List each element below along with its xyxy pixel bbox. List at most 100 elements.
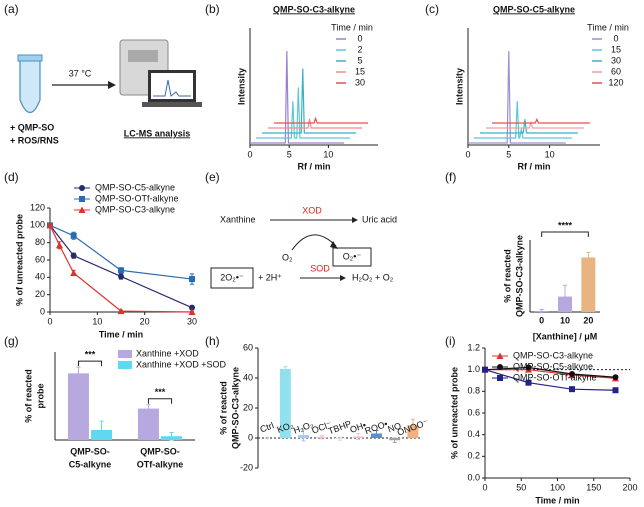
marker xyxy=(55,241,63,249)
legend-label: 15 xyxy=(611,44,621,54)
x-axis-label: Time / min xyxy=(535,495,579,505)
enzyme: XOD xyxy=(302,205,322,215)
enzyme: SOD xyxy=(310,263,330,273)
marker xyxy=(118,267,124,274)
marker xyxy=(79,196,85,202)
superoxide: O₂•⁻ xyxy=(343,251,362,261)
series-line xyxy=(484,369,616,391)
instrument-icon xyxy=(119,39,202,107)
y-axis-label: % of reacted xyxy=(502,249,512,303)
marker xyxy=(569,386,575,393)
x-tick-label: 10 xyxy=(323,149,333,159)
bar xyxy=(137,408,159,440)
product: H₂O₂ + O₂ xyxy=(352,272,394,282)
x-axis-label: Time / min xyxy=(99,329,143,339)
y-axis-label: % of unreacted probe xyxy=(449,367,459,459)
x-tick-label: QMP-SO- xyxy=(140,446,180,456)
y-tick-label: 40 xyxy=(35,272,45,282)
legend-label: QMP-SO-C5-alkyne xyxy=(95,182,175,192)
legend-label: 15 xyxy=(355,66,365,76)
y-axis-label: % of reacted xyxy=(23,369,33,423)
marker xyxy=(70,252,77,259)
bar xyxy=(279,369,291,438)
marker xyxy=(497,364,503,370)
panel-label: (c) xyxy=(425,2,439,16)
legend-title: Time / min xyxy=(587,22,629,32)
error-bar xyxy=(319,435,324,440)
marker xyxy=(79,185,85,191)
panel-label: (a) xyxy=(4,2,19,16)
y-tick-label: 20 xyxy=(243,402,253,412)
error-bar xyxy=(563,284,567,309)
y-tick-label: 0 xyxy=(40,306,45,316)
legend-swatch xyxy=(118,361,132,369)
x-tick-label: 10 xyxy=(92,316,102,326)
box xyxy=(332,247,372,267)
significance-bracket xyxy=(147,398,173,404)
x-tick-label: 5 xyxy=(287,149,292,159)
x-tick-label: 5 xyxy=(506,149,511,159)
significance-label: **** xyxy=(558,220,573,230)
y-tick-label: 60 xyxy=(35,254,45,264)
panel-label: (h) xyxy=(205,334,220,348)
y-axis-label: probe xyxy=(35,383,45,408)
legend-label: 60 xyxy=(611,66,621,76)
y-tick-label: 1.0 xyxy=(467,364,480,374)
trace xyxy=(250,50,345,144)
x-tick-label: C5-alkyne xyxy=(69,459,112,469)
trace xyxy=(262,68,357,134)
x-axis-label: Rf / min xyxy=(518,161,551,171)
y-axis-label: Intensity xyxy=(236,68,246,105)
y-tick-label: 120 xyxy=(30,202,45,212)
error-bar xyxy=(76,366,81,381)
y-axis-label: QMP-SO-C3-alkyne xyxy=(230,367,240,449)
arrow-head xyxy=(108,81,116,89)
marker xyxy=(497,375,503,381)
legend-label: 0 xyxy=(613,33,618,43)
legend-label: 30 xyxy=(355,77,365,87)
trace xyxy=(480,119,578,134)
x-tick-label: 50 xyxy=(516,482,526,492)
chart-title: QMP-SO-C5-alkyne xyxy=(493,4,575,14)
error-bar xyxy=(539,308,544,314)
significance-bracket xyxy=(77,360,103,367)
reagent: + QMP-SO xyxy=(10,122,54,132)
error-bar xyxy=(99,420,104,440)
series-line xyxy=(49,224,193,309)
legend-label: 5 xyxy=(357,55,362,65)
significance-label: *** xyxy=(85,349,96,359)
trace xyxy=(492,117,590,124)
marker xyxy=(482,366,488,373)
panel-label: (g) xyxy=(4,334,19,348)
error-bar xyxy=(146,404,151,413)
y-tick-label: -20 xyxy=(240,462,253,472)
y-axis-label: % of unreacted probe xyxy=(14,214,24,306)
error-bar xyxy=(265,436,270,440)
marker xyxy=(189,304,195,311)
x-tick-label: 100 xyxy=(550,482,565,492)
x-tick-label: 20 xyxy=(140,316,150,326)
category-label: Ctrl xyxy=(259,420,276,434)
x-tick-label: QMP-SO- xyxy=(70,446,110,456)
legend-label: 30 xyxy=(611,55,621,65)
marker xyxy=(70,269,78,276)
x-tick-label: 0 xyxy=(482,482,487,492)
x-tick-label: 10 xyxy=(560,315,570,325)
y-tick-label: 60 xyxy=(243,342,253,352)
y-tick-label: 0.8 xyxy=(467,386,480,396)
panel-label: (d) xyxy=(4,170,19,184)
x-tick-label: 200 xyxy=(622,482,637,492)
y-tick-label: 40 xyxy=(243,372,253,382)
arrow-head xyxy=(340,275,346,281)
error-bar xyxy=(338,436,342,441)
trace xyxy=(474,101,572,139)
error-bar xyxy=(374,430,379,437)
marker xyxy=(612,374,619,381)
x-tick-label: 20 xyxy=(583,315,593,325)
bar xyxy=(67,373,89,440)
series-line xyxy=(484,366,616,378)
legend-label: QMP-SO-OTf-alkyne xyxy=(95,193,179,203)
error-bar xyxy=(169,431,174,441)
panel-label: (f) xyxy=(445,170,456,184)
